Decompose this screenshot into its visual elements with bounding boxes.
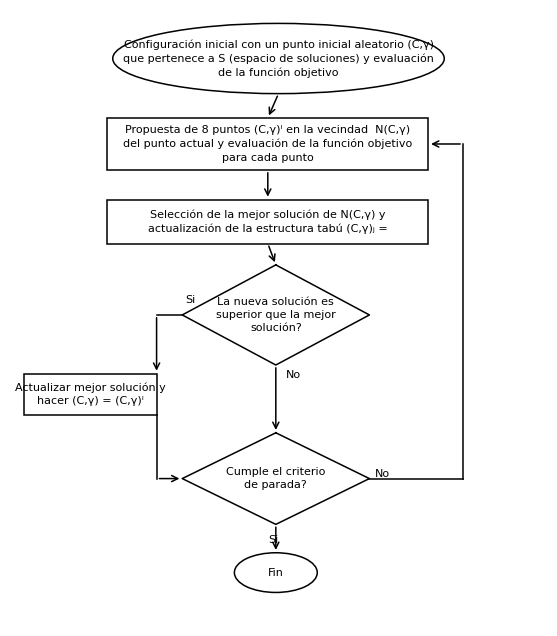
Text: Configuración inicial con un punto inicial aleatorio (C,γ)
que pertenece a S (es: Configuración inicial con un punto inici… bbox=[123, 39, 434, 78]
Text: Actualizar mejor solución y
hacer (C,γ) = (C,γ)ᴵ: Actualizar mejor solución y hacer (C,γ) … bbox=[15, 382, 165, 406]
Text: Si: Si bbox=[185, 295, 195, 305]
Text: La nueva solución es
superior que la mejor
solución?: La nueva solución es superior que la mej… bbox=[216, 297, 336, 333]
Text: Selección de la mejor solución de N(C,γ) y
actualización de la estructura tabú (: Selección de la mejor solución de N(C,γ)… bbox=[148, 209, 388, 234]
Text: Fin: Fin bbox=[268, 567, 284, 577]
Text: Propuesta de 8 puntos (C,γ)ᴵ en la vecindad  N(C,γ)
del punto actual y evaluació: Propuesta de 8 puntos (C,γ)ᴵ en la vecin… bbox=[123, 125, 412, 163]
Text: Cumple el criterio
de parada?: Cumple el criterio de parada? bbox=[226, 467, 325, 490]
FancyBboxPatch shape bbox=[108, 200, 428, 244]
Text: No: No bbox=[285, 370, 301, 380]
Text: No: No bbox=[375, 469, 390, 479]
Polygon shape bbox=[182, 265, 369, 365]
Polygon shape bbox=[182, 432, 369, 524]
Text: Si: Si bbox=[268, 536, 278, 545]
Ellipse shape bbox=[113, 24, 444, 93]
FancyBboxPatch shape bbox=[24, 373, 157, 415]
Ellipse shape bbox=[234, 553, 317, 593]
FancyBboxPatch shape bbox=[108, 118, 428, 170]
